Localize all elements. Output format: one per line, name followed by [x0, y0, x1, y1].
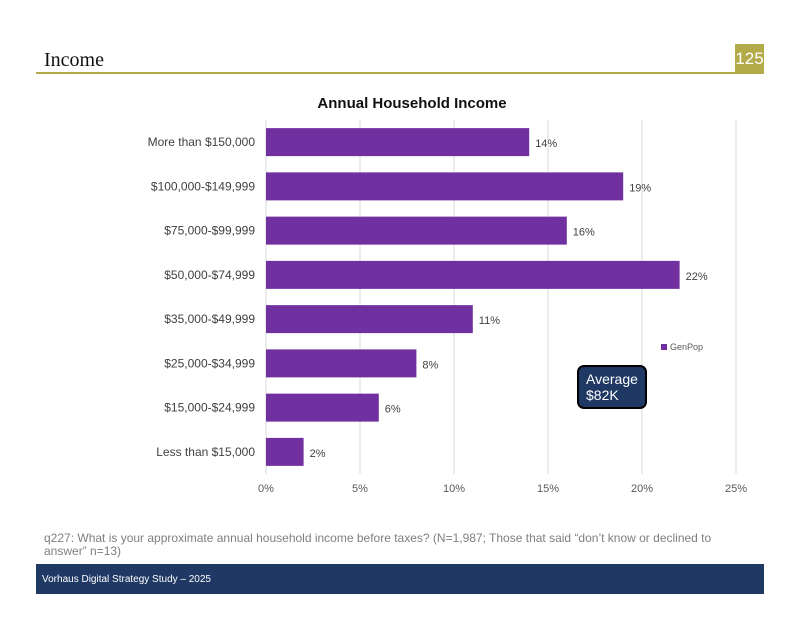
- footer-text: Vorhaus Digital Strategy Study – 2025: [42, 574, 211, 585]
- x-tick-label: 25%: [725, 483, 747, 495]
- x-tick-label: 5%: [352, 483, 368, 495]
- x-tick-label: 10%: [443, 483, 465, 495]
- category-label: Less than $15,000: [156, 445, 255, 459]
- bar: [266, 260, 680, 289]
- title-divider: [36, 72, 736, 74]
- data-label: 14%: [535, 138, 557, 150]
- bar: [266, 216, 567, 245]
- data-label: 2%: [310, 448, 326, 460]
- data-label: 8%: [422, 359, 438, 371]
- page-number-badge: 125: [735, 44, 764, 74]
- category-label: $35,000-$49,999: [164, 312, 255, 326]
- bar: [266, 128, 530, 157]
- bar: [266, 305, 473, 334]
- data-label: 6%: [385, 404, 401, 416]
- chart-title: Annual Household Income: [317, 95, 506, 112]
- footer-bar: Vorhaus Digital Strategy Study – 2025: [36, 564, 764, 594]
- data-label: 19%: [629, 182, 651, 194]
- data-label: 11%: [479, 315, 500, 327]
- average-callout-label: Average: [586, 371, 638, 387]
- average-callout: Average $82K: [577, 365, 647, 409]
- data-label: 22%: [686, 271, 708, 283]
- category-label: $75,000-$99,999: [164, 224, 255, 238]
- x-tick-label: 0%: [258, 483, 274, 495]
- x-tick-label: 20%: [631, 483, 653, 495]
- average-callout-value: $82K: [586, 387, 619, 403]
- category-label: $50,000-$74,999: [164, 268, 255, 282]
- category-label: $25,000-$34,999: [164, 356, 255, 370]
- legend-swatch: [661, 344, 667, 350]
- bar: [266, 393, 379, 422]
- bar: [266, 172, 624, 201]
- bar: [266, 437, 304, 466]
- category-label: $15,000-$24,999: [164, 401, 255, 415]
- slide-title: Income: [44, 49, 104, 71]
- data-label: 16%: [573, 227, 595, 239]
- bar: [266, 349, 417, 378]
- legend-label: GenPop: [670, 342, 703, 352]
- category-label: More than $150,000: [148, 135, 256, 149]
- x-tick-label: 15%: [537, 483, 559, 495]
- category-label: $100,000-$149,999: [151, 179, 255, 193]
- survey-question-footnote: q227: What is your approximate annual ho…: [44, 531, 712, 558]
